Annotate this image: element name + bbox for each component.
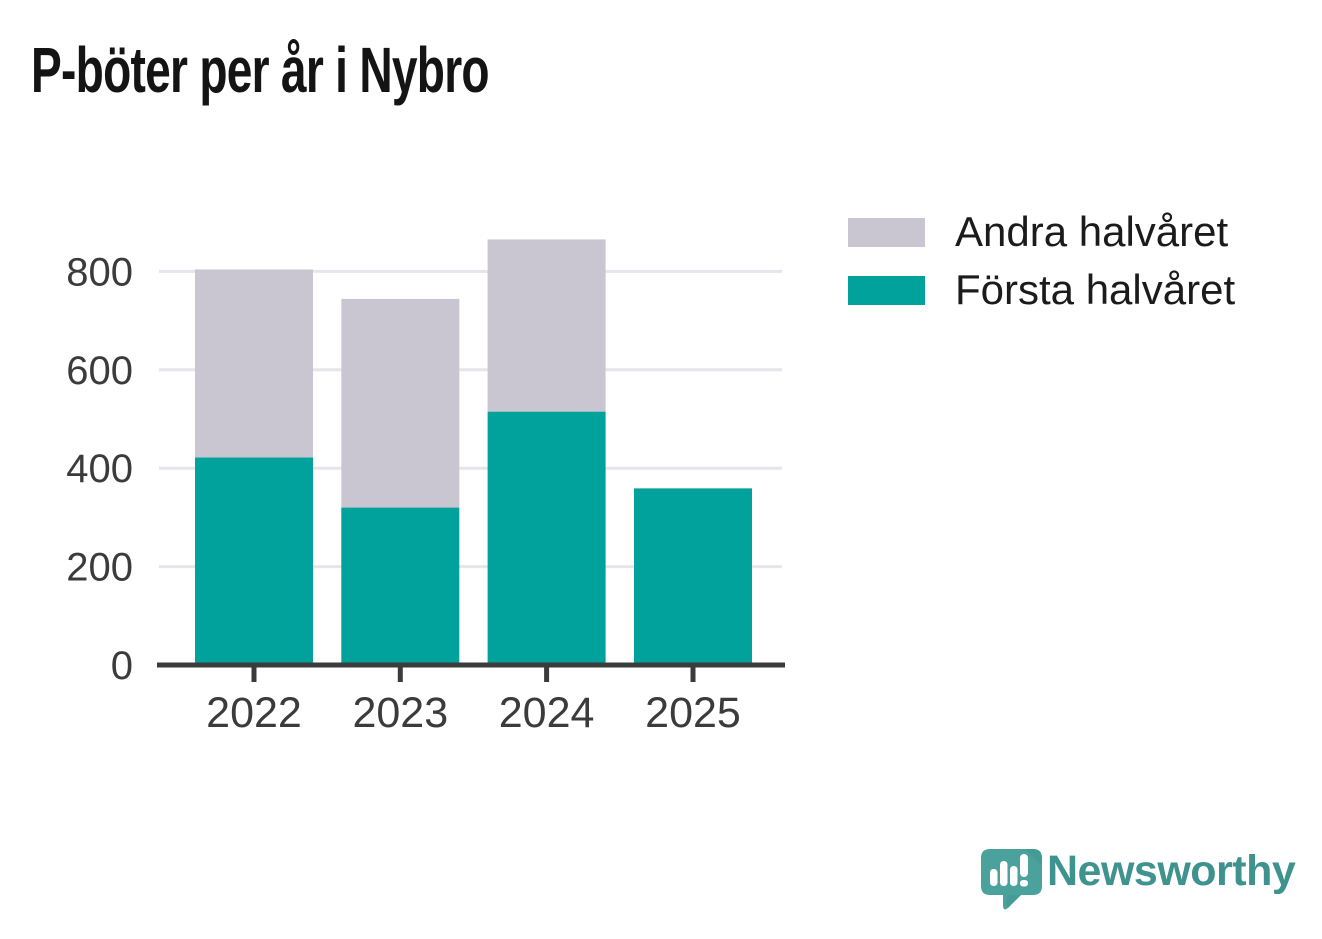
- x-axis-line: [157, 662, 785, 668]
- chart-title: P-böter per år i Nybro: [31, 34, 490, 106]
- newsworthy-logo: Newsworthy: [981, 849, 1296, 910]
- x-tick-label-2023: 2023: [352, 689, 448, 737]
- bar-segment-2022: [195, 457, 313, 665]
- y-tick-label-200: 200: [66, 546, 133, 590]
- legend-item-forsta-halvaret: Första halvåret: [848, 268, 1235, 310]
- legend-swatch-forsta-halvaret-icon: [848, 276, 925, 305]
- bar-segment-2023: [341, 507, 460, 665]
- x-tick-label-2022: 2022: [206, 689, 302, 737]
- bar-segment-2024: [487, 239, 606, 412]
- y-tick-label-600: 600: [66, 349, 133, 393]
- y-tick-label-800: 800: [66, 250, 133, 294]
- x-tick-mark-2023: [397, 667, 403, 682]
- x-tick-mark-2024: [544, 667, 550, 682]
- bar-segment-2022: [195, 269, 313, 458]
- stacked-bar-chart: 2022 2023 2024 2025 0 200 400 600 800: [66, 239, 785, 737]
- legend-label-forsta-halvaret: Första halvåret: [955, 265, 1236, 313]
- x-tick-mark-2025: [690, 667, 696, 682]
- bar-segment-2023: [341, 298, 460, 508]
- newsworthy-logo-icon: [981, 849, 1042, 910]
- y-tick-label-400: 400: [66, 447, 133, 491]
- chart-legend: Andra halvåret Första halvåret: [848, 210, 1235, 334]
- y-tick-label-0: 0: [111, 644, 133, 688]
- x-tick-label-2025: 2025: [645, 689, 741, 737]
- legend-swatch-andra-halvaret-icon: [848, 218, 925, 247]
- bar-segment-2024: [487, 411, 606, 665]
- newsworthy-logo-text: Newsworthy: [1047, 847, 1296, 895]
- legend-label-andra-halvaret: Andra halvåret: [955, 207, 1229, 255]
- x-tick-label-2024: 2024: [499, 689, 595, 737]
- bar-segment-2025: [634, 488, 752, 665]
- legend-item-andra-halvaret: Andra halvåret: [848, 210, 1235, 252]
- x-tick-mark-2022: [251, 667, 257, 682]
